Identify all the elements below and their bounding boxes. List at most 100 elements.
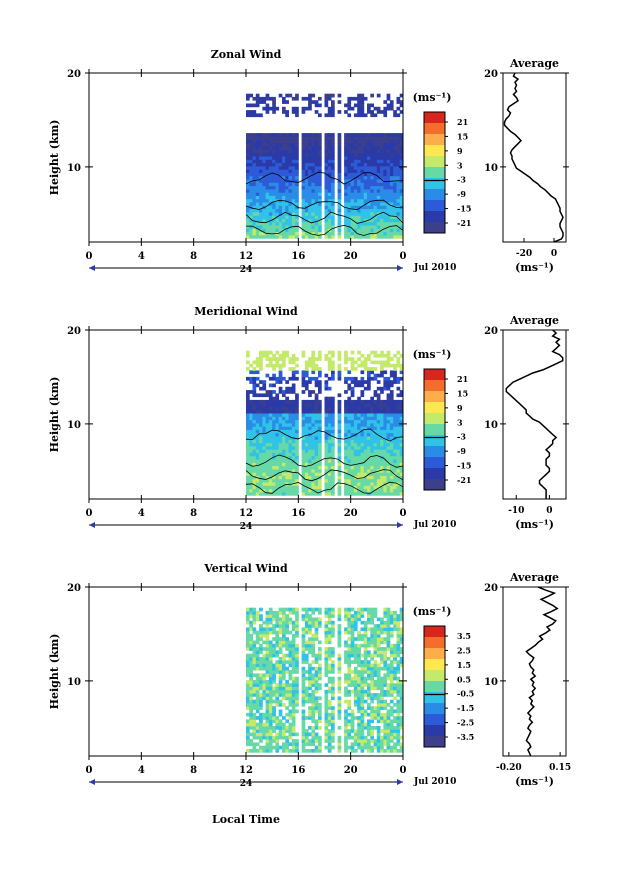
colorbar-swatch [424,435,445,447]
heatmap-cell [383,208,388,213]
heatmap-cell [360,666,365,671]
heatmap-cell [262,485,267,490]
heatmap-cell [291,373,296,378]
heatmap-cell [295,696,299,701]
heatmap-cell [370,459,374,463]
heatmap-cell [383,673,388,678]
heatmap-cell [249,633,253,638]
heatmap-cell [285,719,289,724]
heatmap-cell [399,416,404,421]
heatmap-cell [399,195,404,200]
heatmap-cell [311,683,316,687]
heatmap-cell [249,699,253,704]
heatmap-cell [282,475,286,480]
heatmap-cell [295,152,299,157]
heatmap-cell [386,492,391,496]
heatmap-cell [301,735,306,740]
heatmap-cell [389,136,394,141]
heatmap-cell [249,624,253,628]
heatmap-cell [314,706,319,710]
heatmap-cell [360,432,365,437]
heatmap-cell [360,159,365,164]
heatmap-cell [347,630,352,635]
heatmap-cell [357,139,361,144]
heatmap-cell [285,462,289,467]
heatmap-cell [291,716,296,720]
y-axis-label: Height (km) [48,120,61,196]
heatmap-cell [396,192,401,196]
heatmap-cell [272,637,276,641]
heatmap-cell [399,469,404,473]
y-tick-label: 10 [67,163,81,174]
heatmap-cell [360,620,365,625]
heatmap-cell [389,212,394,216]
heatmap-cell [376,393,381,398]
heatmap-cell [337,478,342,483]
heatmap-cell [262,231,267,236]
heatmap-cell [291,146,296,150]
heatmap-cell [380,208,384,213]
heatmap-cell [350,478,355,483]
heatmap-cell [246,426,250,430]
average-y-tick-label: 10 [484,163,498,174]
heatmap-cell [308,208,312,213]
heatmap-cell [380,637,384,641]
heatmap-cell [373,133,378,137]
heatmap-cell [331,192,335,196]
heatmap-cell [347,198,352,203]
heatmap-cell [331,363,335,368]
heatmap-cell [337,208,342,213]
heatmap-cell [318,149,322,154]
heatmap-cell [357,383,361,388]
heatmap-cell [308,459,312,463]
heatmap-cell [268,399,273,404]
heatmap-cell [376,617,381,622]
heatmap-cell [331,627,335,632]
heatmap-cell [272,423,276,427]
heatmap-cell [331,179,335,183]
heatmap-cell [249,218,253,223]
heatmap-cell [246,739,250,743]
heatmap-cell [347,399,352,404]
heatmap-cell [308,716,312,720]
heatmap-cell [308,726,312,730]
heatmap-cell [282,350,286,355]
heatmap-cell [344,472,348,476]
heatmap-cell [265,745,270,750]
heatmap-cell [268,630,273,635]
heatmap-cell [353,96,358,101]
heatmap-cell [350,357,355,361]
heatmap-cell [301,136,306,141]
heatmap-cell [396,680,401,684]
average-profile-line [503,72,564,243]
heatmap-cell [324,647,329,651]
heatmap-cell [350,205,355,210]
heatmap-cell [304,208,309,213]
heatmap-cell [265,106,270,111]
heatmap-cell [367,136,371,141]
heatmap-cell [350,185,355,190]
colorbar-tick-label: -2.5 [457,718,474,728]
heatmap-cell [353,159,358,164]
heatmap-cell [373,640,378,645]
heatmap-cell [399,449,404,453]
heatmap-cell [373,446,378,450]
heatmap-cell [383,146,388,150]
heatmap-cell [389,729,394,733]
heatmap-cell [285,113,289,118]
heatmap-cell [373,716,378,720]
heatmap-cell [308,189,312,193]
heatmap-cell [337,189,342,193]
heatmap-cell [282,449,286,453]
heatmap-cell [301,617,306,622]
heatmap-cell [383,722,388,727]
heatmap-cell [327,686,332,691]
heatmap-cell [262,172,267,177]
heatmap-cell [360,429,365,434]
heatmap-cell [304,235,309,239]
heatmap-cell [327,640,332,645]
contour-lines [245,428,404,494]
heatmap-cell [331,212,335,216]
heatmap-cell [383,627,388,632]
heatmap-cell [353,739,358,743]
